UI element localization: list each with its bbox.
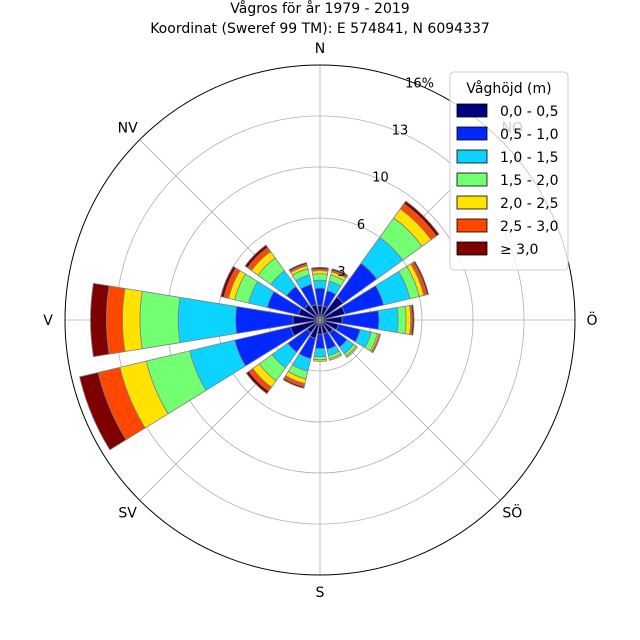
- chart-title: Vågros för år 1979 - 2019: [230, 0, 409, 17]
- legend-swatch: [456, 103, 488, 118]
- direction-label: SÖ: [502, 503, 522, 521]
- legend: Våghöjd (m) 0,0 - 0,5 0,5 - 1,0 1,0 - 1,5 1…: [449, 71, 569, 271]
- bar-segment: [121, 287, 143, 353]
- legend-label: 0,5 - 1,0: [500, 127, 558, 143]
- radial-tick-labels: 3 6 10 13 16%: [337, 76, 434, 279]
- bar-segment: [413, 260, 430, 296]
- bar-segment: [177, 296, 238, 344]
- radial-tick-label: 16%: [405, 76, 434, 91]
- radial-tick-label: 10: [372, 171, 389, 186]
- bar-segment: [345, 345, 359, 359]
- bar-segment: [313, 279, 327, 289]
- sector-bars: [79, 200, 440, 451]
- legend-label: 0,0 - 0,5: [500, 104, 558, 120]
- bar-segment: [220, 265, 237, 298]
- bar-segment: [106, 285, 126, 355]
- bar-segment: [282, 377, 305, 389]
- direction-label: Ö: [586, 311, 597, 329]
- radial-tick-label: 13: [392, 124, 409, 139]
- legend-swatch: [456, 218, 488, 233]
- radial-tick-label: 3: [337, 265, 345, 280]
- legend-title: Våghöjd (m): [466, 80, 551, 97]
- bar-segment: [312, 273, 328, 282]
- bar-segment: [90, 282, 110, 358]
- bar-segment: [403, 200, 440, 237]
- legend-swatch: [456, 172, 488, 187]
- legend-swatch: [456, 149, 488, 164]
- direction-label: SV: [118, 505, 137, 521]
- legend-label: 2,0 - 2,5: [500, 196, 558, 212]
- legend-label: 1,0 - 1,5: [500, 150, 558, 166]
- bar-segment: [313, 347, 327, 358]
- direction-label: V: [43, 313, 53, 329]
- legend-swatch: [456, 241, 488, 256]
- bar-segment: [312, 358, 328, 362]
- legend-items: 0,0 - 0,5 0,5 - 1,0 1,0 - 1,5 1,5 - 2,0 2,0 …: [456, 103, 558, 258]
- legend-label: 1,5 - 2,0: [500, 173, 558, 189]
- legend-swatch: [456, 126, 488, 141]
- bar-segment: [79, 371, 127, 451]
- legend-label: 2,5 - 3,0: [500, 219, 558, 235]
- legend-label: ≥ 3,0: [500, 242, 538, 258]
- bar-segment: [314, 333, 326, 350]
- bar-segment: [370, 333, 381, 354]
- bar-segment: [331, 268, 349, 278]
- direction-label: NV: [118, 121, 138, 137]
- bar-segment: [139, 290, 181, 350]
- bar-segment: [311, 267, 329, 271]
- chart-subtitle: Koordinat (Sweref 99 TM): E 574841, N 60…: [150, 21, 490, 37]
- radial-tick-label: 6: [357, 218, 365, 233]
- bar-segment: [245, 370, 270, 395]
- bar-segment: [396, 305, 407, 335]
- bar-segment: [244, 244, 269, 269]
- legend-frame: [449, 71, 569, 271]
- bar-segment: [328, 353, 343, 361]
- bar-segment: [377, 307, 399, 333]
- bar-segment: [288, 262, 308, 272]
- polar-frame: [64, 64, 576, 576]
- direction-label: S: [316, 585, 325, 601]
- legend-swatch: [456, 195, 488, 210]
- bar-segment: [410, 304, 415, 336]
- direction-label: N: [315, 41, 325, 57]
